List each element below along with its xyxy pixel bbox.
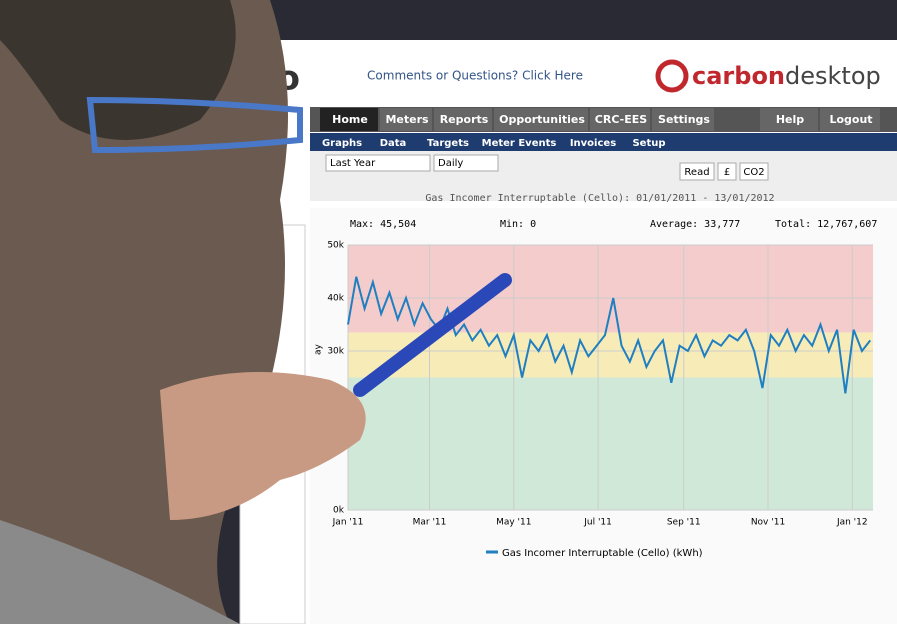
chart-title: Gas Incomer Interruptable (Cello): 01/01… xyxy=(425,193,774,204)
legend-label: Gas Incomer Interruptable (Cello) (kWh) xyxy=(502,548,703,559)
subnav-label[interactable]: Invoices xyxy=(570,138,616,149)
toolbar-button-label: CO2 xyxy=(743,167,764,178)
interval: Daily xyxy=(438,158,463,169)
subnav-label[interactable]: Graphs xyxy=(322,138,362,149)
brand-bold: carbon xyxy=(692,62,785,90)
x-tick-label: Sep '11 xyxy=(667,518,701,528)
y-tick-label: 50k xyxy=(327,241,344,251)
nav-label: CRC-EES xyxy=(595,113,647,126)
nav-label: Reports xyxy=(440,113,489,126)
nav-label: Opportunities xyxy=(499,113,585,126)
brand: carbondesktop xyxy=(692,62,881,90)
x-tick-label: May '11 xyxy=(496,518,531,528)
x-tick-label: Jan '11 xyxy=(332,518,364,528)
comments-link[interactable]: Comments or Questions? Click Here xyxy=(367,69,583,83)
subnav-label[interactable]: Targets xyxy=(427,138,469,149)
subnav-label[interactable]: Data xyxy=(380,138,407,149)
photo: co Comments or Questions? Click Here car… xyxy=(0,0,897,624)
toolbar-button-label: Read xyxy=(684,167,709,178)
x-tick-label: Jan '12 xyxy=(836,518,868,528)
subnav-label[interactable]: Setup xyxy=(632,138,665,149)
toolbar-button-label: £ xyxy=(724,167,730,178)
x-tick-label: Mar '11 xyxy=(413,518,447,528)
subnav-label[interactable]: Meter Events xyxy=(482,138,557,149)
brand-light: desktop xyxy=(785,62,881,90)
nav-label: Settings xyxy=(658,113,710,126)
period: Last Year xyxy=(330,158,376,169)
nav-label: Home xyxy=(332,113,368,126)
y-tick-label: 40k xyxy=(327,294,344,304)
stat: Min: 0 xyxy=(500,219,536,230)
nav-label: Logout xyxy=(829,113,872,126)
x-tick-label: Nov '11 xyxy=(751,518,785,528)
band xyxy=(348,245,873,332)
stat: Average: 33,777 xyxy=(650,219,740,230)
band xyxy=(348,378,873,511)
x-tick-label: Jul '11 xyxy=(583,518,612,528)
nav-label: Help xyxy=(776,113,804,126)
nav-label: Meters xyxy=(385,113,429,126)
stat: Max: 45,504 xyxy=(350,219,416,230)
stat: Total: 12,767,607 xyxy=(775,219,877,230)
y-tick-label: 30k xyxy=(327,347,344,357)
y-axis-label: ay xyxy=(314,343,324,355)
y-tick-label: 0k xyxy=(333,506,345,516)
